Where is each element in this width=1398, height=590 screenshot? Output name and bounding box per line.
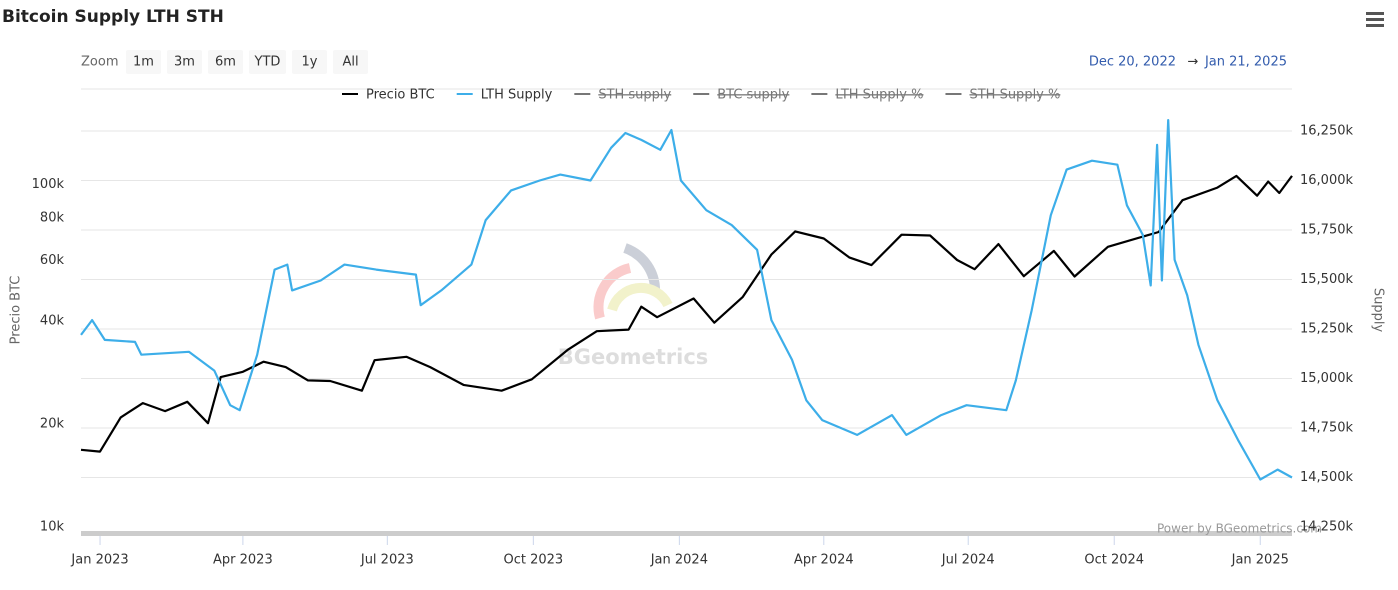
zoom-button-label[interactable]: YTD (254, 55, 281, 70)
legend-label: STH Supply % (969, 88, 1060, 103)
x-tick-label: Jan 2023 (70, 553, 128, 568)
y2-tick-label: 15,500k (1300, 272, 1353, 287)
y-tick-label: 40k (40, 313, 65, 328)
zoom-button[interactable] (167, 50, 202, 74)
x-tick-label: Apr 2023 (213, 553, 273, 568)
y-axis-title: Precio BTC (9, 276, 24, 345)
y2-tick-label: 16,000k (1300, 173, 1353, 188)
legend-label: BTC supply (717, 88, 789, 103)
y2-tick-label: 15,000k (1300, 371, 1353, 386)
x-tick-label: Jul 2023 (360, 553, 414, 568)
legend-label: STH supply (598, 88, 671, 103)
legend-item[interactable]: BTC supply (693, 88, 790, 103)
zoom-button-label[interactable]: All (342, 55, 358, 70)
watermark: BGeometrics (558, 345, 709, 369)
y2-tick-label: 14,500k (1300, 470, 1353, 485)
y-tick-label: 80k (40, 210, 65, 225)
legend-item[interactable]: LTH Supply (456, 88, 553, 103)
watermark-logo (593, 243, 673, 320)
zoom-label: Zoom (81, 55, 118, 70)
zoom-button-label[interactable]: 6m (215, 55, 236, 70)
zoom-button[interactable] (126, 50, 161, 74)
y2-tick-label: 15,250k (1300, 322, 1353, 337)
series-line (80, 174, 1293, 453)
y-tick-label: 60k (40, 253, 65, 268)
y2-tick-label: 14,750k (1300, 421, 1353, 436)
zoom-button-label[interactable]: 1y (302, 55, 318, 70)
legend-item[interactable]: LTH Supply % (811, 88, 923, 103)
zoom-button-label[interactable]: 3m (174, 55, 195, 70)
chart-title: Bitcoin Supply LTH STH (2, 7, 224, 27)
series-line (80, 119, 1293, 481)
navigator-bar[interactable] (81, 531, 1292, 536)
legend-label: LTH Supply (481, 88, 553, 103)
zoom-button-label[interactable]: 1m (133, 55, 154, 70)
credit[interactable]: Power by BGeometrics.com (1157, 522, 1322, 536)
zoom-button[interactable] (292, 50, 327, 74)
x-tick-label: Apr 2024 (794, 553, 854, 568)
y2-axis-title: Supply (1371, 288, 1386, 333)
range-to[interactable]: Jan 21, 2025 (1204, 55, 1287, 70)
y2-tick-label: 16,250k (1300, 124, 1353, 139)
zoom-button[interactable] (249, 50, 286, 74)
legend-item[interactable]: STH supply (574, 88, 672, 103)
y-tick-label: 100k (32, 177, 65, 192)
x-tick-label: Oct 2023 (503, 553, 563, 568)
x-tick-label: Oct 2024 (1084, 553, 1144, 568)
y-tick-label: 20k (40, 416, 65, 431)
y-tick-label: 10k (40, 520, 65, 535)
legend-label: LTH Supply % (835, 88, 923, 103)
x-tick-label: Jan 2024 (650, 553, 708, 568)
x-tick-label: Jan 2025 (1231, 553, 1289, 568)
legend-label: Precio BTC (366, 88, 435, 103)
y2-tick-label: 14,250k (1300, 520, 1353, 535)
x-tick-label: Jul 2024 (941, 553, 995, 568)
range-from[interactable]: Dec 20, 2022 (1089, 55, 1176, 70)
legend-item[interactable]: Precio BTC (342, 88, 435, 103)
y2-tick-label: 15,750k (1300, 223, 1353, 238)
zoom-button[interactable] (208, 50, 243, 74)
legend-item[interactable]: STH Supply % (945, 88, 1060, 103)
zoom-button[interactable] (333, 50, 368, 74)
menu-icon[interactable] (1366, 12, 1384, 27)
range-arrow: → (1188, 55, 1199, 70)
